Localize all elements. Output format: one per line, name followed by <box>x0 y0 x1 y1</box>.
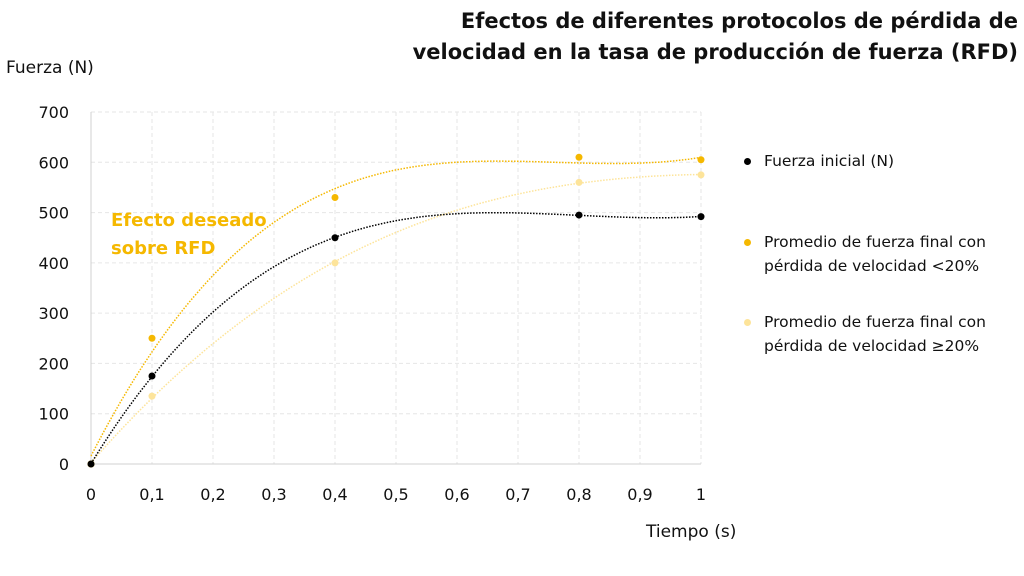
x-tick-label: 0,3 <box>261 485 286 504</box>
legend-label: pérdida de velocidad <20% <box>764 257 980 275</box>
legend-label: Fuerza inicial (N) <box>764 152 895 170</box>
annotation-line-2: sobre RFD <box>111 238 216 259</box>
data-point-1 <box>148 334 156 342</box>
y-tick-label: 400 <box>38 254 69 273</box>
x-tick-label: 0 <box>86 485 96 504</box>
y-tick-label: 600 <box>38 153 69 172</box>
x-tick-label: 0,5 <box>383 485 408 504</box>
y-tick-label: 100 <box>38 405 69 424</box>
trendline-0 <box>90 211 702 464</box>
legend-item-fuerza-inicial: Fuerza inicial (N) <box>744 149 894 173</box>
x-tick-label: 0,1 <box>139 485 164 504</box>
trendline-2 <box>90 173 702 464</box>
x-tick-label: 0,7 <box>505 485 530 504</box>
legend-marker <box>744 158 751 165</box>
y-axis-label: Fuerza (N) <box>6 58 94 78</box>
data-point-0 <box>697 213 705 221</box>
legend-item-mayor-20: Promedio de fuerza final con pérdida de … <box>744 310 986 358</box>
legend-label: Promedio de fuerza final con <box>764 313 986 331</box>
y-tick-label: 0 <box>59 455 69 474</box>
legend-marker <box>744 319 751 326</box>
legend-label: Promedio de fuerza final con <box>764 233 986 251</box>
x-axis-label: Tiempo (s) <box>646 522 737 542</box>
data-point-0 <box>331 234 339 242</box>
data-point-2 <box>575 178 583 186</box>
legend-marker <box>744 239 751 246</box>
trendline-1 <box>90 156 702 457</box>
x-tick-label: 0,2 <box>200 485 225 504</box>
data-point-1 <box>575 153 583 161</box>
data-point-1 <box>331 193 339 201</box>
x-tick-label: 0,8 <box>566 485 591 504</box>
annotation: Efecto deseado sobre RFD <box>111 207 267 263</box>
data-point-0 <box>148 372 156 380</box>
chart-title: Efectos de diferentes protocolos de pérd… <box>412 9 1018 64</box>
y-tick-label: 700 <box>38 103 69 122</box>
annotation-line-1: Efecto deseado <box>111 210 267 231</box>
x-tick-label: 0,9 <box>627 485 652 504</box>
data-point-0 <box>575 211 583 219</box>
y-tick-label: 300 <box>38 304 69 323</box>
legend-item-menor-20: Promedio de fuerza final con pérdida de … <box>744 230 986 278</box>
data-point-1 <box>697 156 705 164</box>
y-tick-label: 200 <box>38 354 69 373</box>
x-tick-label: 0,6 <box>444 485 469 504</box>
data-point-0 <box>87 460 95 468</box>
legend-label: pérdida de velocidad ≥20% <box>764 337 980 355</box>
x-tick-label: 0,4 <box>322 485 347 504</box>
data-point-2 <box>697 171 705 179</box>
x-tick-label: 1 <box>696 485 706 504</box>
y-tick-label: 500 <box>38 204 69 223</box>
data-point-2 <box>331 259 339 267</box>
data-point-2 <box>148 392 156 400</box>
